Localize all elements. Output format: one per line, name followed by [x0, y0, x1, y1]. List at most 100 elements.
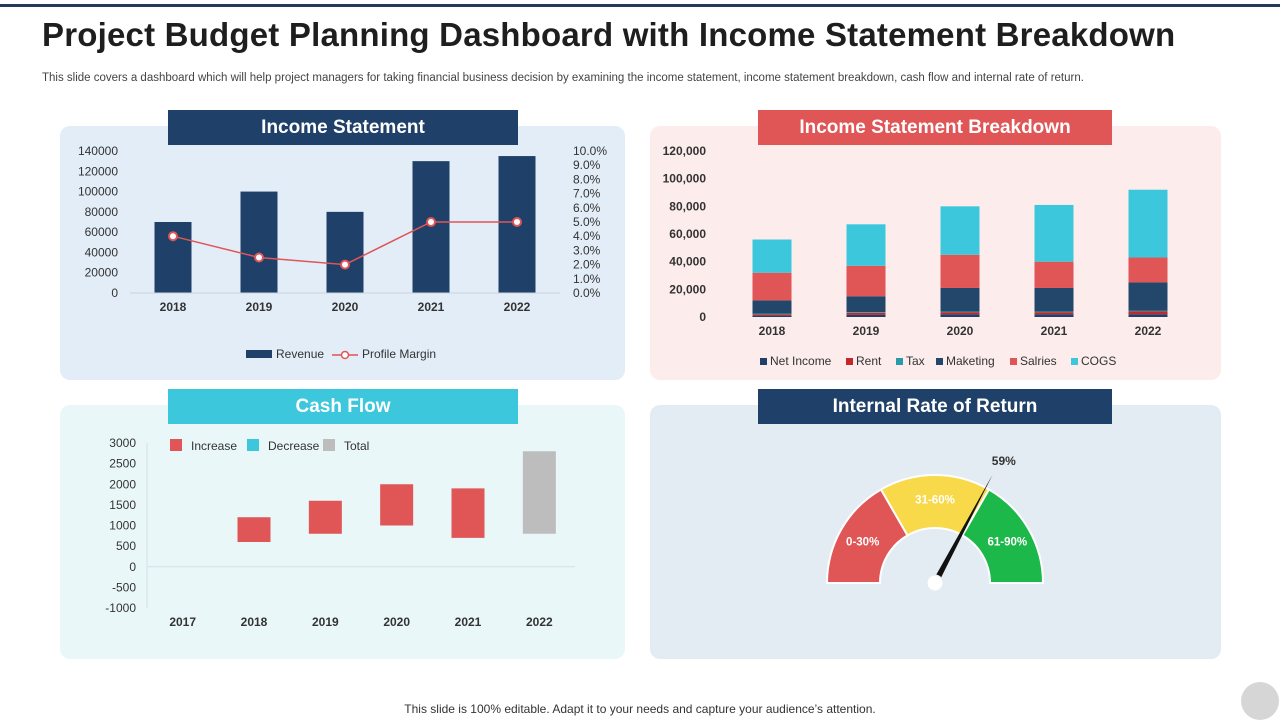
breakdown-panel: [650, 126, 1221, 380]
y2-tick-label: 0.0%: [573, 286, 601, 300]
x-tick-label: 2022: [504, 300, 531, 314]
legend-label: Decrease: [268, 439, 320, 453]
breakdown-title: Income Statement Breakdown: [758, 110, 1112, 145]
x-tick-label: 2017: [169, 615, 196, 629]
stack-segment-cogs: [752, 239, 792, 273]
stack-segment-maketing: [752, 300, 792, 314]
irr-title: Internal Rate of Return: [758, 389, 1112, 424]
stack-segment-rent: [1128, 311, 1168, 315]
y-tick-label: 40000: [85, 245, 119, 259]
y-tick-label: 60,000: [669, 227, 706, 241]
legend-swatch: [936, 358, 943, 365]
y-tick-label: 1000: [109, 519, 136, 533]
y-tick-label: 140000: [78, 144, 118, 158]
profile-margin-point: [254, 252, 264, 263]
y-tick-label: 40,000: [669, 255, 706, 269]
y-tick-label: 80000: [85, 205, 119, 219]
y-tick-label: -1000: [105, 601, 136, 615]
stack-segment-salries: [846, 265, 886, 297]
x-tick-label: 2018: [160, 300, 187, 314]
legend-label: Net Income: [770, 354, 832, 368]
legend-label: COGS: [1081, 354, 1116, 368]
legend-revenue-swatch: [246, 350, 272, 358]
stack-segment-tax: [846, 312, 886, 313]
stack-segment-salries: [752, 272, 792, 301]
breakdown-chart: 120,000 100,000 80,000 60,000 40,000 20,000 0 2…: [663, 144, 1168, 368]
stack-segment-tax: [940, 311, 980, 313]
stack-segment-maketing: [846, 296, 886, 313]
income-statement-title: Income Statement: [168, 110, 518, 145]
irr-panel: [650, 405, 1221, 659]
y-tick-label: 0: [111, 286, 118, 300]
x-tick-label: 2019: [246, 300, 273, 314]
legend-label: Maketing: [946, 354, 995, 368]
y2-tick-label: 10.0%: [573, 144, 607, 158]
y2-tick-label: 3.0%: [573, 243, 601, 257]
stack-segment-net-income: [1034, 314, 1074, 317]
gauge-segment-label: 61-90%: [987, 536, 1027, 548]
y-tick-label: 120,000: [663, 144, 707, 158]
stack-segment-net-income: [752, 315, 792, 317]
y-tick-label: 3000: [109, 436, 136, 450]
y2-tick-label: 9.0%: [573, 158, 601, 172]
y-tick-label: 120000: [78, 164, 118, 178]
y2-tick-label: 5.0%: [573, 215, 601, 229]
stack-segment-maketing: [1128, 282, 1168, 311]
legend-margin-marker: [340, 350, 350, 360]
gauge-hub: [926, 574, 944, 592]
y-tick-label: 20000: [85, 266, 119, 280]
waterfall-bar-increase: [308, 500, 342, 534]
legend-swatch: [323, 439, 335, 451]
y-tick-label: 0: [699, 310, 706, 324]
stack-segment-rent: [1034, 312, 1074, 315]
waterfall-bar-increase: [380, 484, 414, 526]
legend-swatch: [896, 358, 903, 365]
stack-segment-maketing: [1034, 287, 1074, 312]
y-tick-label: 2500: [109, 457, 136, 471]
legend-swatch: [1071, 358, 1078, 365]
x-tick-label: 2021: [1041, 324, 1068, 338]
waterfall-bar-total: [522, 451, 556, 534]
footer-note: This slide is 100% editable. Adapt it to…: [404, 702, 876, 716]
gauge-segment: [961, 488, 1045, 584]
legend-label: Total: [344, 439, 369, 453]
profile-margin-point: [512, 217, 522, 227]
x-tick-label: 2021: [455, 615, 482, 629]
stack-segment-salries: [940, 254, 980, 288]
y-tick-label: 0: [129, 560, 136, 574]
stack-segment-maketing: [940, 287, 980, 312]
y-tick-label: 100000: [78, 185, 118, 199]
y-tick-label: -500: [112, 580, 136, 594]
y-tick-label: 60000: [85, 225, 119, 239]
stack-segment-cogs: [1034, 204, 1074, 262]
stack-segment-rent: [846, 312, 886, 315]
cash-flow-title: Cash Flow: [168, 389, 518, 424]
x-tick-label: 2021: [418, 300, 445, 314]
legend-label: Rent: [856, 354, 882, 368]
gauge-value-label: 59%: [992, 454, 1016, 468]
waterfall-bar-increase: [451, 488, 485, 538]
income-statement-chart: 140000 120000 100000 80000 60000 40000 20000 0 1…: [78, 144, 607, 361]
legend-label: Tax: [906, 354, 925, 368]
top-rule: [0, 4, 1280, 7]
gauge-segment-label: 0-30%: [846, 536, 879, 548]
y-tick-label: 1500: [109, 498, 136, 512]
stack-segment-salries: [1128, 257, 1168, 283]
legend-label: Increase: [191, 439, 237, 453]
y2-tick-label: 7.0%: [573, 187, 601, 201]
y2-tick-label: 6.0%: [573, 201, 601, 215]
x-tick-label: 2020: [947, 324, 974, 338]
y-tick-label: 500: [116, 539, 136, 553]
stack-segment-cogs: [940, 206, 980, 255]
waterfall-bar-increase: [237, 517, 271, 542]
stack-segment-salries: [1034, 261, 1074, 288]
stack-segment-net-income: [846, 314, 886, 317]
stack-segment-net-income: [940, 314, 980, 317]
gauge-segment-label: 31-60%: [915, 495, 955, 507]
page-title: Project Budget Planning Dashboard with I…: [42, 16, 1176, 53]
x-tick-label: 2022: [526, 615, 553, 629]
stack-segment-tax: [1034, 311, 1074, 313]
legend-swatch: [1010, 358, 1017, 365]
revenue-bar: [326, 211, 364, 293]
y2-tick-label: 2.0%: [573, 258, 601, 272]
